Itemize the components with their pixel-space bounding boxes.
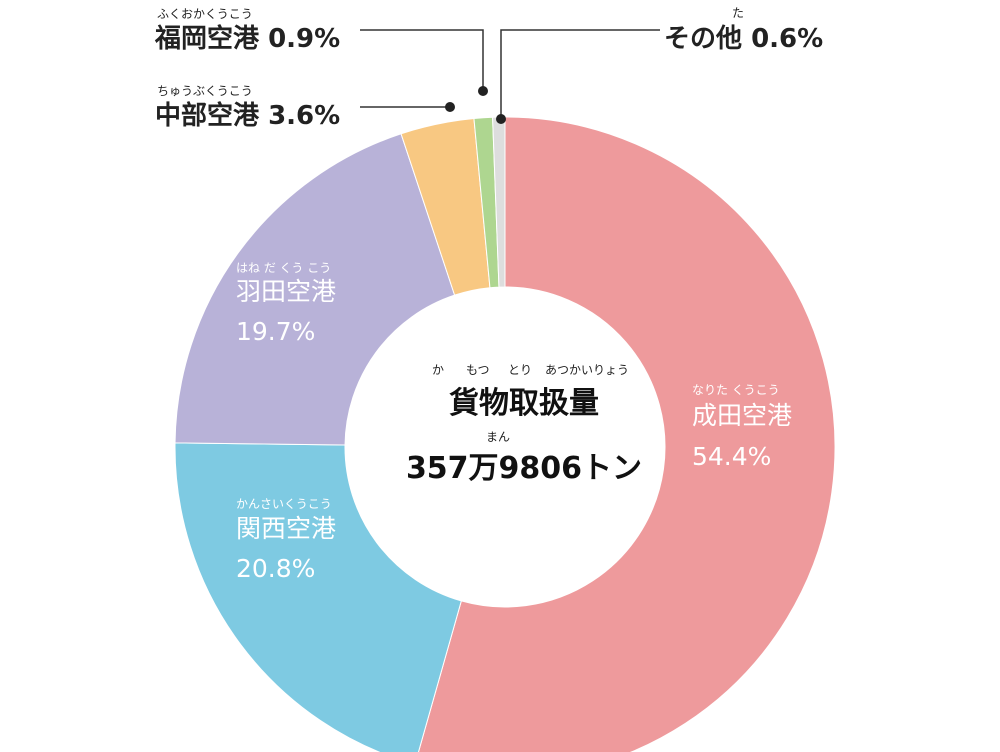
leader-line-fukuoka (360, 29, 484, 91)
chubu-label: 中部空港 3.6% (155, 100, 340, 131)
center-title-ruby-2: もつ (466, 363, 490, 377)
center-title-ruby-1: か (432, 363, 444, 377)
chubu-ruby: ちゅうぶくうこう (157, 84, 253, 98)
narita-ruby: なりた くうこう (692, 383, 780, 397)
narita-percent: 54.4% (692, 442, 771, 471)
center-value-ruby: まん (486, 430, 510, 444)
haneda-percent: 19.7% (236, 317, 315, 346)
narita-label: 成田空港 (692, 401, 792, 430)
slices-group (174, 116, 836, 752)
center-title: 貨物取扱量 (449, 386, 599, 421)
leader-dot-chubu (445, 102, 455, 112)
kansai-ruby: かんさいくうこう (236, 497, 332, 511)
center-title-ruby-3: とり (508, 363, 532, 377)
donut-hole (345, 287, 665, 607)
leader-dot-other (496, 114, 506, 124)
haneda-ruby: はね だ くう こう (236, 261, 331, 275)
fukuoka-label: 福岡空港 0.9% (154, 23, 340, 54)
other-ruby: た (732, 6, 744, 20)
kansai-percent: 20.8% (236, 554, 315, 583)
center-value: 357万9806トン (406, 451, 642, 486)
leader-line-other (500, 29, 660, 119)
kansai-label: 関西空港 (236, 514, 336, 543)
leader-lines (360, 29, 660, 119)
other-label: その他 0.6% (664, 24, 823, 54)
haneda-label: 羽田空港 (236, 277, 336, 306)
leader-dot-fukuoka (478, 86, 488, 96)
center-title-ruby-4: あつかいりょう (545, 363, 629, 377)
fukuoka-ruby: ふくおかくうこう (157, 7, 253, 21)
leader-dots (445, 86, 506, 124)
